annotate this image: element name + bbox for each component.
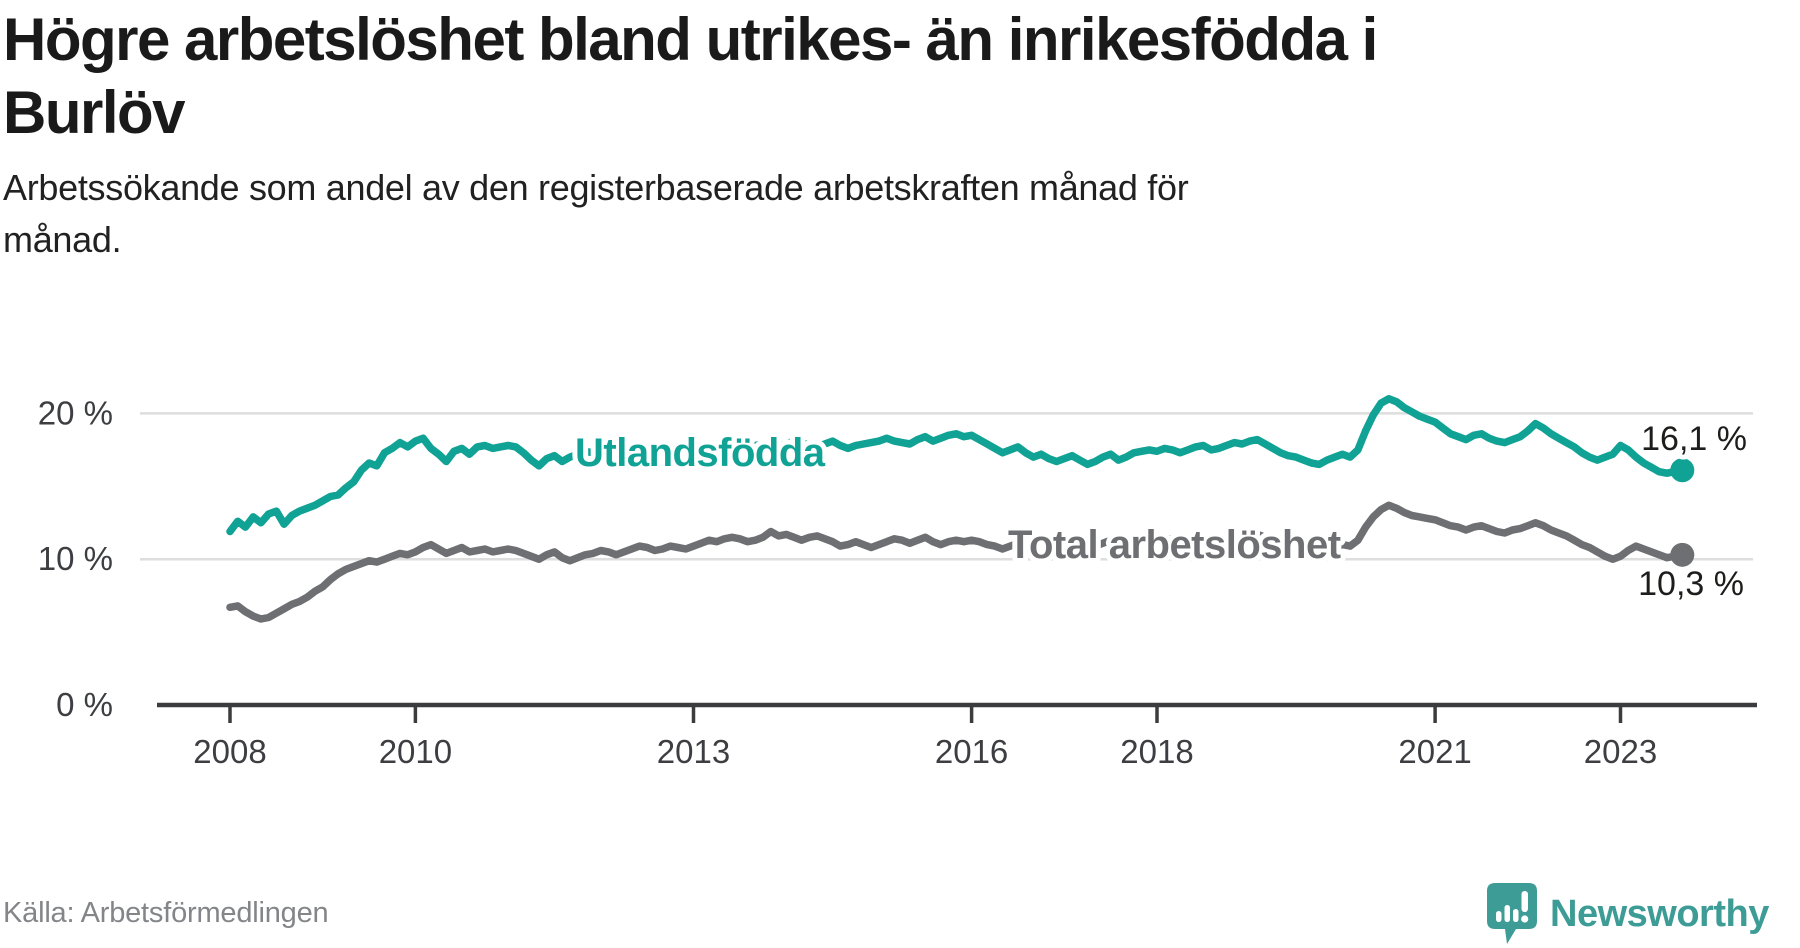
newsworthy-logo-text: Newsworthy (1550, 892, 1769, 935)
subtitle-line-2: månad. (3, 219, 122, 261)
series-end-label-0: 16,1 % (1641, 420, 1747, 458)
y-tick-label-10: 10 % (38, 540, 113, 577)
newsworthy-logo-icon (1487, 883, 1537, 944)
x-tick-label-2023: 2023 (1584, 733, 1657, 770)
series-end-dot-0 (1670, 458, 1695, 483)
x-tick-label-2021: 2021 (1398, 733, 1471, 770)
subtitle-line-1: Arbetssökande som andel av den registerb… (3, 167, 1189, 208)
y-tick-label-20: 20 % (38, 394, 113, 431)
series-label-0: Utlandsfödda (575, 431, 826, 475)
x-tick-label-2018: 2018 (1120, 733, 1193, 770)
source-attribution: Källa: Arbetsförmedlingen (3, 897, 329, 929)
title-line-1: Högre arbetslöshet bland utrikes- än inr… (3, 6, 1378, 73)
page-title: Högre arbetslöshet bland utrikes- än inr… (3, 4, 1563, 149)
x-tick-label-2008: 2008 (193, 733, 266, 770)
x-tick-label-2016: 2016 (935, 733, 1008, 770)
series-end-label-1: 10,3 % (1638, 565, 1744, 603)
x-tick-label-2010: 2010 (379, 733, 452, 770)
series-label-1: Total arbetslöshet (1008, 523, 1341, 567)
title-line-2: Burlöv (3, 78, 186, 146)
chart-subtitle: Arbetssökande som andel av den registerb… (3, 162, 1523, 266)
newsworthy-logo: Newsworthy (1486, 882, 1769, 946)
series-line-0 (226, 395, 1687, 536)
series-end-dot-1 (1670, 542, 1695, 567)
series-line-1 (226, 501, 1687, 623)
y-tick-label-0: 0 % (56, 686, 113, 723)
x-tick-label-2013: 2013 (657, 733, 730, 770)
